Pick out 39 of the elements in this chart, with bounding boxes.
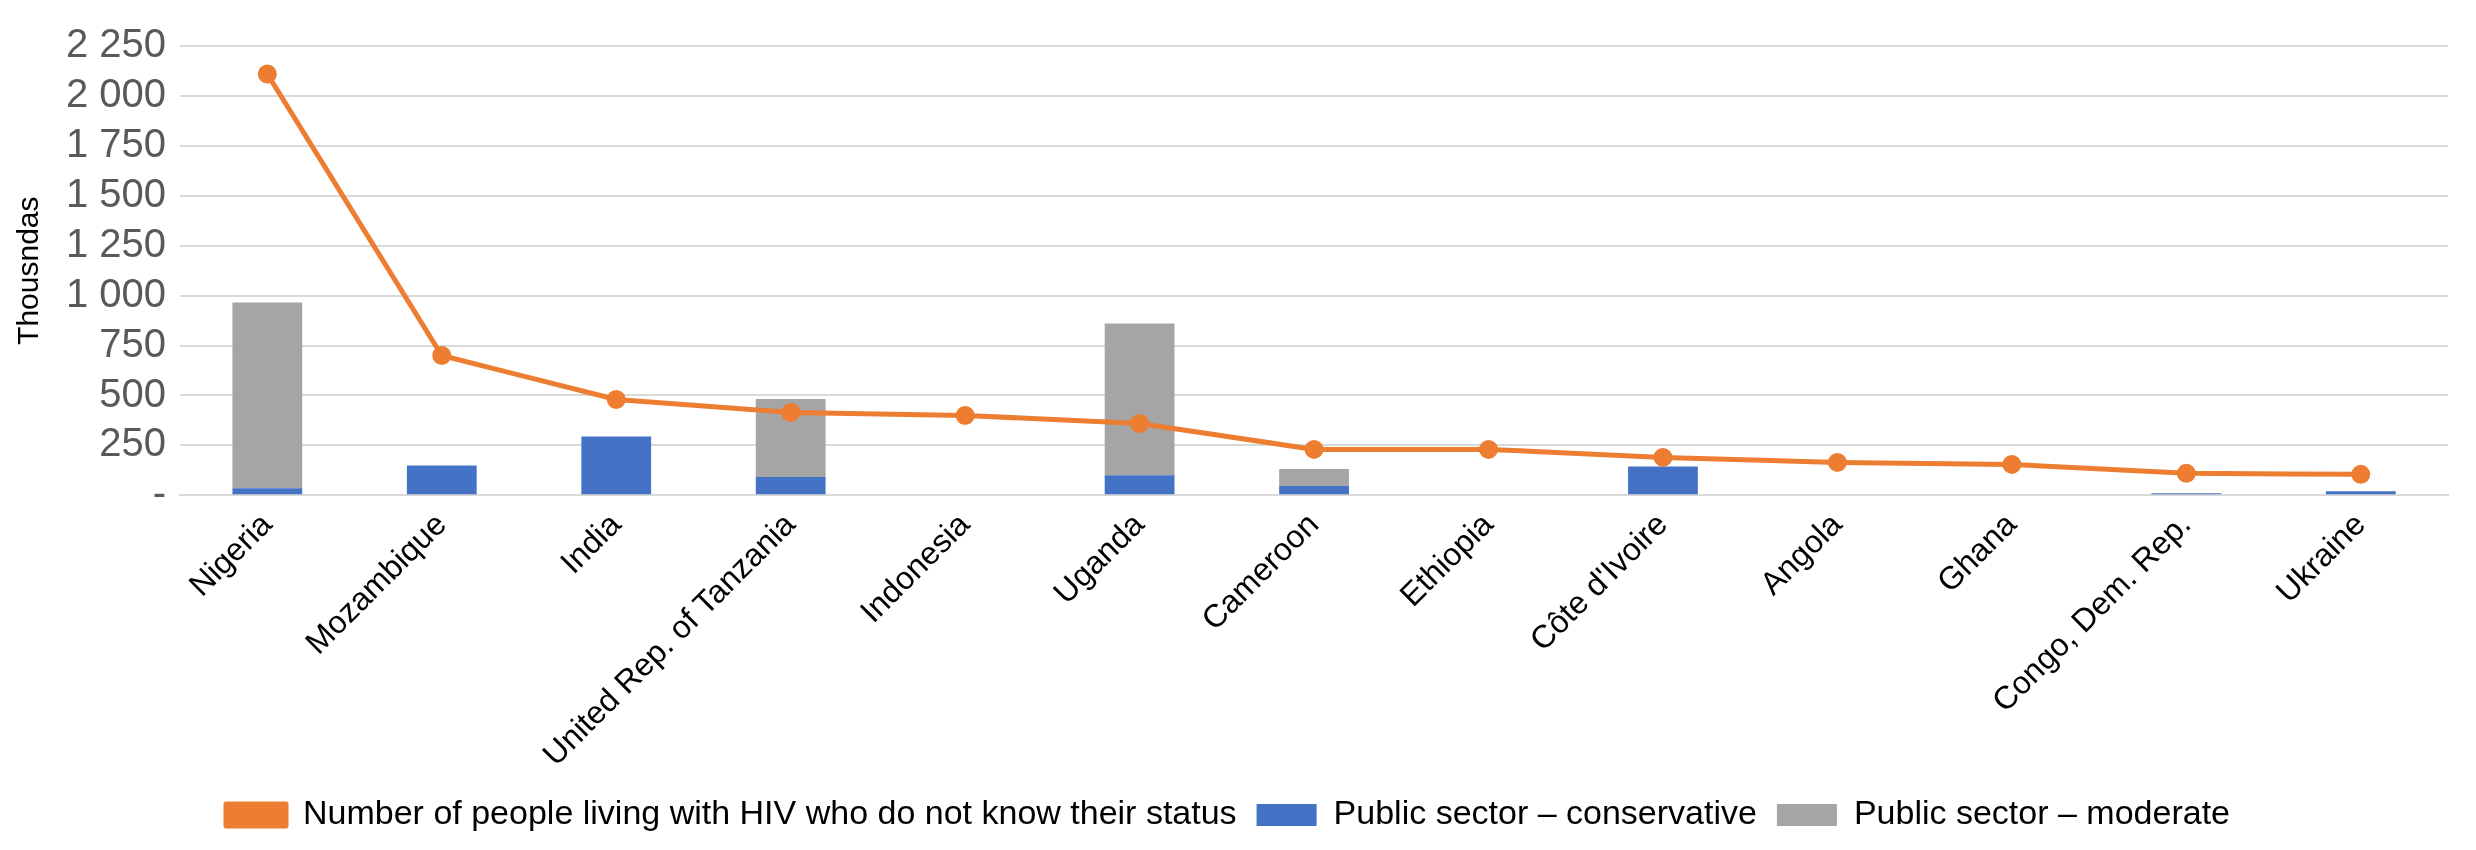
bar: [232, 488, 303, 495]
point: [432, 346, 452, 366]
point: [1653, 447, 1673, 467]
bar: [232, 302, 303, 489]
y-tick-label: 1 750: [65, 120, 167, 165]
bar: [1279, 468, 1349, 486]
bar: [755, 399, 826, 477]
y-tick-label: 500: [99, 370, 167, 415]
bar: [1104, 475, 1175, 495]
legend-label: Public sector – moderate: [1853, 793, 2230, 832]
bar: [406, 465, 477, 495]
y-tick-label: 2 250: [65, 21, 167, 66]
point: [257, 64, 277, 84]
point: [606, 389, 626, 409]
point: [781, 402, 801, 422]
bar: [755, 476, 826, 495]
bar: [1279, 485, 1349, 495]
point: [1479, 439, 1498, 459]
y-tick-label: -: [152, 470, 167, 515]
point: [2351, 464, 2371, 484]
y-tick-label: 250: [99, 420, 167, 465]
y-tick-label: 1 000: [65, 270, 167, 315]
bar: [1628, 466, 1698, 495]
point: [2002, 454, 2022, 474]
y-tick-label: 2 000: [65, 70, 167, 115]
point: [1827, 452, 1847, 472]
legend-label: Number of people living with HIV who do not know their status: [303, 793, 1237, 832]
legend-label: Public sector – conservative: [1333, 793, 1757, 832]
y-axis-title: Thousndas: [11, 196, 45, 345]
bar: [1104, 323, 1175, 476]
y-tick-label: 750: [99, 320, 167, 365]
point: [1130, 413, 1150, 433]
y-tick-label: 1 250: [65, 220, 167, 265]
bar: [2325, 491, 2396, 495]
point: [955, 405, 975, 425]
bar: [581, 436, 652, 495]
point: [1304, 439, 1324, 459]
y-tick-label: 1 500: [65, 170, 167, 215]
point: [2176, 463, 2196, 483]
